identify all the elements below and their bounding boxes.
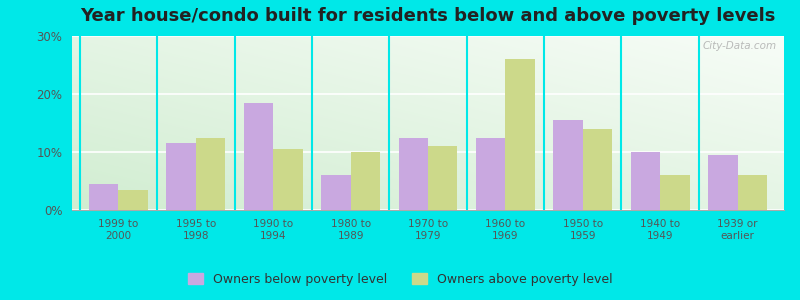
Bar bbox=[196, 137, 226, 210]
Bar bbox=[322, 175, 350, 210]
Bar bbox=[582, 129, 612, 210]
Bar bbox=[244, 103, 274, 210]
Bar bbox=[166, 143, 196, 210]
Title: Year house/condo built for residents below and above poverty levels: Year house/condo built for residents bel… bbox=[80, 8, 776, 26]
Bar bbox=[428, 146, 458, 210]
Bar bbox=[274, 149, 302, 210]
Bar bbox=[398, 137, 428, 210]
Bar bbox=[118, 190, 148, 210]
Bar bbox=[350, 152, 380, 210]
Bar bbox=[738, 175, 767, 210]
Legend: Owners below poverty level, Owners above poverty level: Owners below poverty level, Owners above… bbox=[182, 268, 618, 291]
Bar bbox=[89, 184, 118, 210]
Bar bbox=[660, 175, 690, 210]
Bar bbox=[708, 155, 738, 210]
Text: City-Data.com: City-Data.com bbox=[702, 41, 777, 51]
Bar bbox=[506, 59, 535, 210]
Bar bbox=[554, 120, 582, 210]
Bar bbox=[630, 152, 660, 210]
Bar bbox=[476, 137, 506, 210]
